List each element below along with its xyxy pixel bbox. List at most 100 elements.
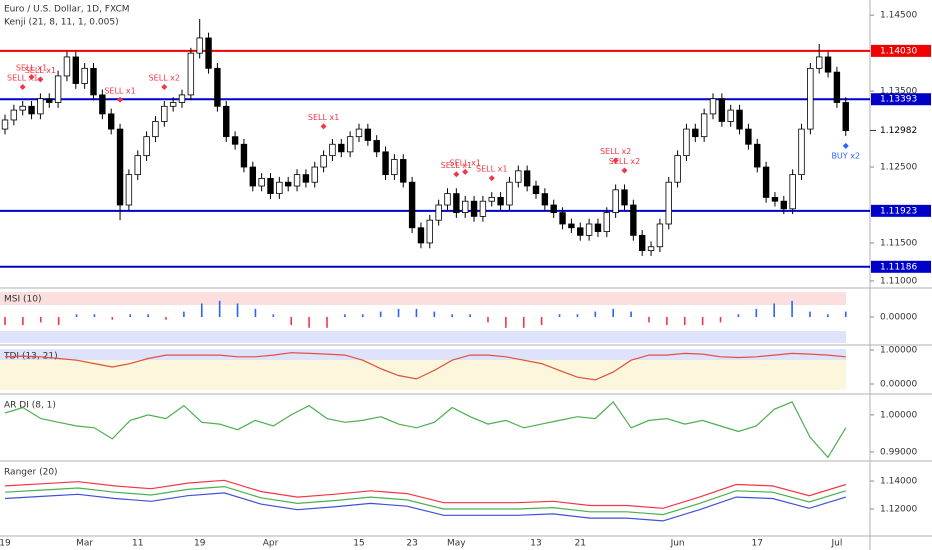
y-tick-label: 1.14000: [880, 477, 917, 487]
signal-marker: [37, 76, 44, 83]
signal-label: SELL x1: [476, 165, 507, 174]
candle-body: [311, 166, 318, 183]
x-tick-label: May: [447, 539, 466, 549]
candle-body: [364, 128, 372, 141]
candle-body: [585, 223, 593, 236]
signal-marker: [488, 175, 495, 182]
msi-bar: [576, 314, 579, 317]
candle-body: [231, 136, 239, 145]
y-tick-label: 1.11000: [880, 276, 917, 286]
candle-body: [479, 200, 487, 217]
candle-body: [577, 227, 584, 236]
candle-body: [488, 197, 495, 202]
msi-bar: [39, 317, 42, 323]
msi-bar: [200, 303, 203, 317]
msi-bar: [701, 317, 704, 326]
msi-bar: [75, 314, 78, 317]
msi-bar: [326, 317, 328, 328]
candle-body: [373, 140, 380, 153]
msi-bar: [397, 308, 400, 317]
level-label: 1.14030: [880, 46, 917, 56]
msi-bar: [165, 317, 167, 320]
msi-bar: [22, 317, 24, 326]
candle-body: [515, 170, 522, 183]
y-tick-label: 1.12000: [880, 504, 917, 514]
level-tag: [871, 204, 931, 217]
candle-body: [630, 204, 637, 236]
level-label: 1.13393: [880, 95, 917, 105]
msi-bar: [505, 317, 507, 328]
candle-body: [178, 94, 186, 103]
candle-body: [461, 200, 469, 213]
candle-body: [72, 56, 79, 84]
candle-body: [267, 178, 274, 195]
msi-bar: [522, 317, 525, 328]
signal-label: BUY x2: [831, 151, 860, 160]
candle-body: [639, 234, 646, 251]
candle-body: [187, 52, 195, 96]
msi-bar: [183, 311, 185, 317]
msi-bar: [111, 317, 114, 320]
panel-title: Ranger (20): [4, 468, 58, 478]
candle-body: [824, 56, 832, 73]
candle-body: [161, 105, 168, 122]
signal-label: SELL x1: [308, 113, 339, 122]
candle-body: [338, 143, 345, 153]
candle-body: [205, 37, 212, 69]
candle-body: [727, 109, 734, 122]
candle-body: [346, 136, 354, 153]
y-tick-label: 0.00000: [880, 379, 917, 389]
msi-bar: [415, 308, 418, 317]
candle-body: [568, 223, 575, 229]
tdi-upper-zone: [0, 349, 846, 360]
signal-label: SELL x2: [609, 157, 640, 166]
level-tag: [871, 44, 931, 57]
msi-bar: [558, 314, 561, 317]
indicator-line: [4, 479, 846, 509]
candle-body: [833, 71, 841, 103]
candle-body: [1, 119, 9, 130]
candle-body: [320, 155, 327, 168]
level-label: 1.11923: [880, 206, 917, 216]
candle-body: [355, 128, 363, 138]
tdi-middle-zone: [0, 360, 846, 390]
candle-body: [276, 181, 283, 195]
signal-label: SELL x1: [16, 63, 47, 72]
x-tick-label: Mar: [76, 539, 93, 549]
msi-bar: [129, 314, 132, 317]
msi-bar: [308, 317, 310, 328]
signal-marker: [462, 168, 469, 175]
candle-body: [249, 166, 256, 187]
candle-body: [143, 136, 150, 157]
msi-bar: [683, 317, 686, 326]
candle-body: [771, 197, 779, 202]
msi-bar: [594, 311, 597, 317]
msi-bar: [236, 303, 239, 317]
candle-body: [19, 105, 26, 111]
candle-body: [718, 98, 726, 122]
signal-marker: [612, 157, 619, 164]
msi-bar: [719, 317, 722, 323]
signal-label: SELL x1: [25, 66, 56, 75]
candle-body: [408, 181, 416, 229]
candle-body: [240, 143, 248, 168]
signal-marker: [161, 83, 168, 90]
x-tick-label: Jul: [830, 539, 842, 549]
candle-body: [754, 143, 761, 168]
candle-body: [612, 189, 619, 213]
candle-body: [594, 223, 602, 232]
msi-bar: [4, 317, 6, 326]
candle-body: [621, 189, 628, 206]
candle-body: [108, 113, 115, 130]
candle-body: [665, 181, 672, 225]
candle-body: [329, 143, 336, 157]
msi-bar: [290, 317, 293, 326]
msi-lower-zone: [0, 331, 846, 343]
signal-label: SELL x1: [7, 73, 38, 82]
candle-body: [789, 174, 796, 210]
candle-body: [762, 166, 770, 198]
panel-title: AR DI (8, 1): [4, 401, 56, 411]
candle-body: [745, 128, 752, 145]
